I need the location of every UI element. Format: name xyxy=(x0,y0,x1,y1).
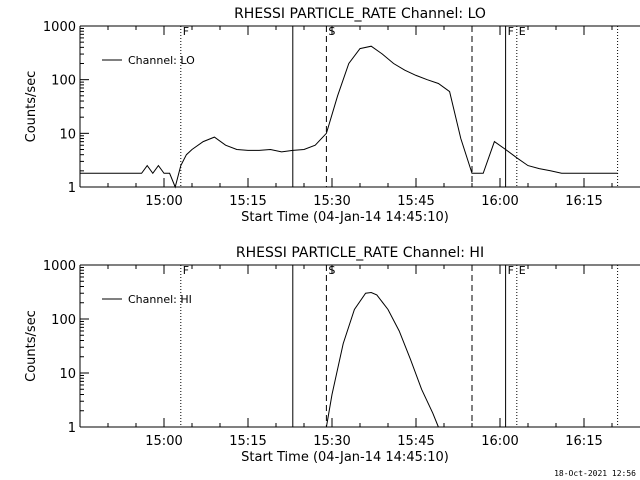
y-tick-label: 100 xyxy=(51,313,76,328)
x-tick-label: 16:00 xyxy=(481,434,518,449)
event-marker-label: E xyxy=(519,264,526,277)
chart-title: RHESSI PARTICLE_RATE Channel: LO xyxy=(234,6,486,22)
x-tick-label: 16:00 xyxy=(481,194,518,209)
event-marker-label: F xyxy=(508,264,514,277)
event-marker-label: F xyxy=(508,25,514,38)
chart-title: RHESSI PARTICLE_RATE Channel: HI xyxy=(236,245,484,261)
y-tick-label: 10 xyxy=(59,367,76,382)
x-tick-label: 16:15 xyxy=(565,434,602,449)
x-tick-label: 15:30 xyxy=(313,194,350,209)
y-tick-label: 1000 xyxy=(43,259,76,274)
event-marker-label: S xyxy=(328,25,335,38)
y-tick-label: 100 xyxy=(51,74,76,89)
x-tick-label: 15:00 xyxy=(145,194,182,209)
series-line xyxy=(80,45,618,189)
legend-label: Channel: HI xyxy=(128,293,192,306)
x-tick-label: 15:15 xyxy=(229,434,266,449)
x-axis-label: Start Time (04-Jan-14 14:45:10) xyxy=(241,450,449,465)
legend-label: Channel: LO xyxy=(128,54,195,67)
x-tick-label: 16:15 xyxy=(565,194,602,209)
x-tick-label: 15:30 xyxy=(313,434,350,449)
event-marker-label: F xyxy=(183,25,189,38)
y-tick-label: 10 xyxy=(59,127,76,142)
series-line xyxy=(325,291,439,428)
footer-timestamp: 18-Oct-2021 12:56 xyxy=(554,469,636,478)
event-marker-label: S xyxy=(328,264,335,277)
chart-panel-2: RHESSI PARTICLE_RATE Channel: HI 1 10 100 10… xyxy=(24,245,640,465)
x-tick-label: 15:45 xyxy=(397,434,434,449)
x-axis-label: Start Time (04-Jan-14 14:45:10) xyxy=(241,210,449,225)
chart-panel-1: RHESSI PARTICLE_RATE Channel: LO 1 10 100 10… xyxy=(24,6,640,225)
y-axis-label: Counts/sec xyxy=(24,71,39,143)
event-marker-label: F xyxy=(183,264,189,277)
x-tick-label: 15:00 xyxy=(145,434,182,449)
x-tick-label: 15:45 xyxy=(397,194,434,209)
y-tick-label: 1 xyxy=(68,181,76,196)
event-marker-label: E xyxy=(519,25,526,38)
x-tick-label: 15:15 xyxy=(229,194,266,209)
y-axis-label: Counts/sec xyxy=(24,310,39,382)
y-tick-label: 1000 xyxy=(43,20,76,35)
y-tick-label: 1 xyxy=(68,421,76,436)
